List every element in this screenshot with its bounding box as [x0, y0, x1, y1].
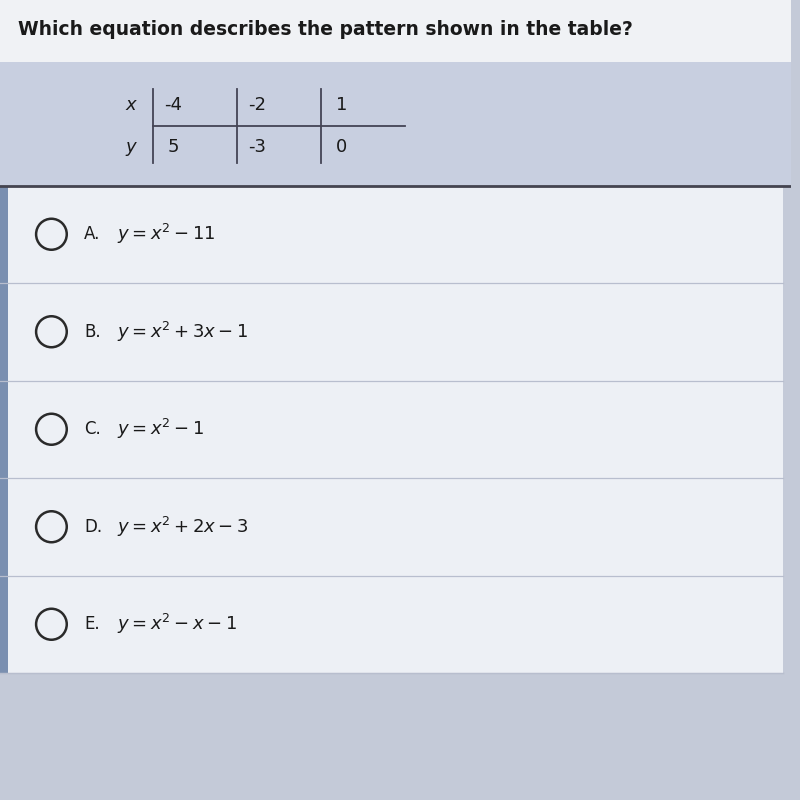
Text: x: x: [126, 96, 136, 114]
FancyBboxPatch shape: [0, 381, 8, 478]
Text: Which equation describes the pattern shown in the table?: Which equation describes the pattern sho…: [18, 20, 633, 39]
Text: $y = x^2 - x - 1$: $y = x^2 - x - 1$: [117, 612, 237, 636]
FancyBboxPatch shape: [0, 575, 8, 673]
Text: -2: -2: [248, 96, 266, 114]
FancyBboxPatch shape: [8, 478, 783, 575]
Text: A.: A.: [84, 226, 101, 243]
Text: 0: 0: [335, 138, 347, 156]
FancyBboxPatch shape: [8, 381, 783, 478]
Text: B.: B.: [84, 322, 101, 341]
Text: -4: -4: [164, 96, 182, 114]
FancyBboxPatch shape: [8, 575, 783, 673]
FancyBboxPatch shape: [0, 478, 8, 575]
FancyBboxPatch shape: [0, 62, 791, 185]
FancyBboxPatch shape: [8, 283, 783, 381]
Text: -3: -3: [248, 138, 266, 156]
FancyBboxPatch shape: [8, 186, 783, 283]
Text: D.: D.: [84, 518, 102, 536]
Text: 1: 1: [335, 96, 347, 114]
Text: $y = x^2 + 2x - 3$: $y = x^2 + 2x - 3$: [117, 514, 248, 539]
Text: $y = x^2 - 1$: $y = x^2 - 1$: [117, 418, 204, 442]
Text: $y = x^2 - 11$: $y = x^2 - 11$: [117, 222, 215, 246]
Text: C.: C.: [84, 420, 101, 438]
Text: E.: E.: [84, 615, 100, 634]
FancyBboxPatch shape: [0, 186, 8, 283]
FancyBboxPatch shape: [0, 0, 791, 62]
Text: 5: 5: [167, 138, 179, 156]
FancyBboxPatch shape: [0, 283, 8, 381]
Text: y: y: [126, 138, 136, 156]
Text: $y = x^2 + 3x - 1$: $y = x^2 + 3x - 1$: [117, 320, 248, 344]
